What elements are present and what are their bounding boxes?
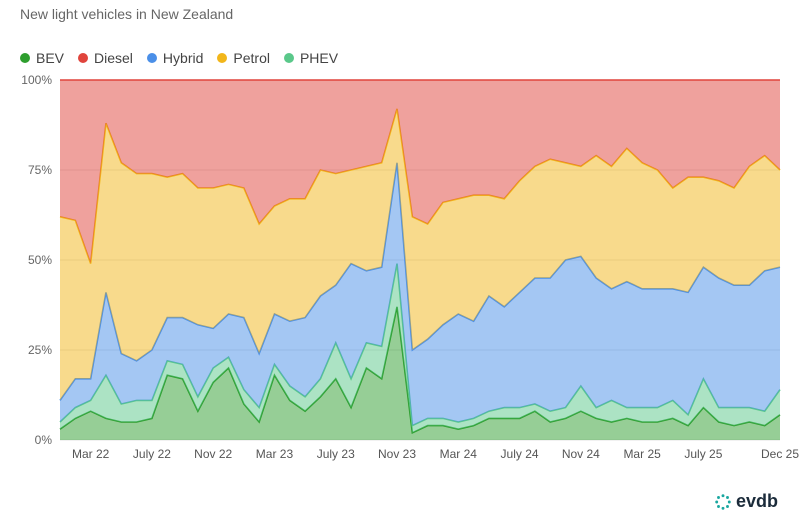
y-tick-label: 25%	[28, 343, 52, 357]
brand-name: evdb	[735, 491, 778, 511]
legend-swatch-phev	[283, 53, 294, 63]
legend-swatch-diesel	[78, 53, 89, 63]
x-tick-label: Nov 22	[194, 447, 232, 461]
x-tick-label: Nov 24	[562, 447, 600, 461]
legend-label-hybrid: Hybrid	[162, 50, 204, 66]
legend-label-bev: BEV	[36, 50, 65, 66]
x-tick-label: July 22	[133, 447, 171, 461]
legend-item-diesel[interactable]: Diesel	[78, 50, 133, 66]
legend-swatch-bev	[20, 53, 30, 63]
brand-logo[interactable]: evdb	[714, 491, 778, 512]
y-tick-label: 75%	[28, 163, 52, 177]
legend-swatch-hybrid	[146, 53, 157, 63]
x-tick-label: Mar 22	[72, 447, 110, 461]
y-tick-label: 0%	[35, 433, 53, 447]
legend-label-petrol: Petrol	[233, 50, 270, 66]
x-tick-label: July 25	[684, 447, 722, 461]
y-tick-label: 50%	[28, 253, 52, 267]
area-phev	[60, 263, 780, 433]
chart-legend: BEV Diesel Hybrid Petrol PHEV	[20, 50, 338, 66]
legend-label-diesel: Diesel	[94, 50, 133, 66]
x-tick-label: July 24	[501, 447, 539, 461]
x-tick-label: July 23	[317, 447, 355, 461]
area-hybrid	[60, 162, 780, 426]
x-tick-label: Dec 25	[761, 447, 799, 461]
legend-item-phev[interactable]: PHEV	[283, 50, 339, 66]
x-tick-label: Mar 24	[440, 447, 478, 461]
legend-item-bev[interactable]: BEV	[20, 50, 64, 66]
x-tick-label: Mar 23	[256, 447, 294, 461]
x-tick-label: Mar 25	[623, 447, 661, 461]
area-petrol	[60, 108, 780, 401]
y-tick-label: 100%	[21, 73, 52, 87]
area-bev	[60, 306, 780, 440]
legend-item-petrol[interactable]: Petrol	[217, 50, 270, 66]
chart-title: New light vehicles in New Zealand	[20, 6, 234, 22]
legend-label-phev: PHEV	[299, 50, 339, 66]
evdb-logo-icon	[715, 493, 731, 510]
x-tick-label: Nov 23	[378, 447, 416, 461]
area-diesel	[60, 80, 780, 264]
legend-item-hybrid[interactable]: Hybrid	[146, 50, 204, 66]
line-bev	[59, 306, 781, 434]
legend-swatch-petrol	[217, 53, 228, 63]
